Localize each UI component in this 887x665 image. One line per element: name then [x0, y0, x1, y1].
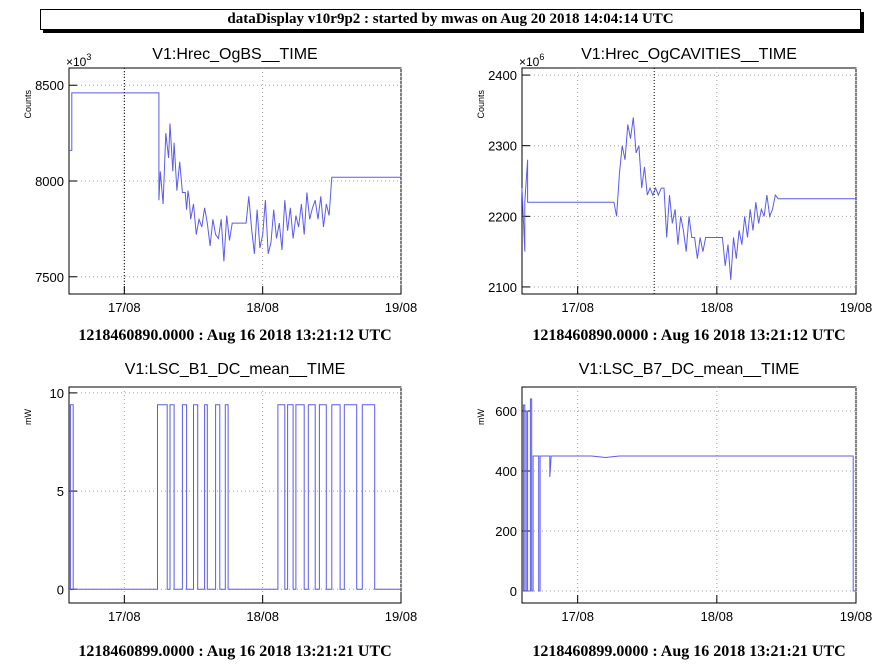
x-tick-label: 19/08	[385, 300, 418, 315]
window-title: dataDisplay v10r9p2 : started by mwas on…	[227, 11, 674, 27]
x-tick-label: 18/08	[246, 609, 279, 624]
x-tick-label: 17/08	[108, 609, 141, 624]
chart-title: V1:LSC_B1_DC_mean__TIME	[125, 361, 346, 378]
series-line	[522, 398, 856, 592]
plot-frame	[68, 386, 402, 604]
x-tick-label: 19/08	[840, 300, 873, 315]
x-tick-label: 18/08	[701, 300, 734, 315]
chart-footer-timestamp: 1218460899.0000 : Aug 16 2018 13:21:21 U…	[532, 643, 845, 660]
y-tick-label: 2400	[488, 68, 517, 83]
plot-frame	[521, 67, 857, 295]
chart-footer-timestamp: 1218460890.0000 : Aug 16 2018 13:21:12 U…	[532, 327, 845, 344]
y-tick-label: 400	[495, 464, 517, 479]
y-tick-label: 0	[510, 584, 517, 599]
series-line	[69, 404, 401, 590]
y-axis-label: mW	[23, 409, 33, 425]
chart-panel-3: V1:LSC_B1_DC_mean__TIME 0 5 10 17/08 18/08 19/…	[23, 361, 417, 660]
y-tick-label: 2300	[488, 139, 517, 154]
x-tick-label: 18/08	[701, 609, 734, 624]
y-exponent-label: ×103	[66, 52, 91, 69]
chart-title: V1:LSC_B7_DC_mean__TIME	[579, 361, 800, 378]
y-axis-label: Counts	[476, 90, 486, 119]
y-axis-label: mW	[476, 409, 486, 425]
y-tick-label: 2100	[488, 280, 517, 295]
chart-title: V1:Hrec_OgCAVITIES__TIME	[581, 46, 797, 63]
y-tick-label: 5	[57, 484, 64, 499]
series-line	[69, 92, 401, 262]
chart-panel-2: V1:Hrec_OgCAVITIES__TIME 2100 2200 2300 2400…	[476, 46, 872, 344]
x-tick-label: 19/08	[840, 609, 873, 624]
chart-footer-timestamp: 1218460899.0000 : Aug 16 2018 13:21:21 U…	[78, 643, 391, 660]
x-tick-label: 17/08	[108, 300, 141, 315]
plot-frame	[68, 67, 402, 295]
y-tick-label: 2200	[488, 209, 517, 224]
plot-frame	[521, 386, 857, 604]
y-tick-label: 0	[57, 582, 64, 597]
y-exponent-label: ×106	[519, 52, 544, 69]
y-tick-label: 8500	[35, 78, 64, 93]
chart-panel-1: V1:Hrec_OgBS__TIME 7500 8000 8500 17/08 18/08…	[23, 46, 417, 344]
x-tick-label: 17/08	[561, 609, 594, 624]
window-title-banner: dataDisplay v10r9p2 : started by mwas on…	[40, 9, 861, 30]
x-tick-label: 18/08	[246, 300, 279, 315]
x-tick-label: 17/08	[561, 300, 594, 315]
series-line	[521, 117, 856, 280]
y-tick-label: 10	[50, 386, 64, 401]
y-tick-label: 600	[495, 404, 517, 419]
chart-panel-4: V1:LSC_B7_DC_mean__TIME 0 200 400 600 17/08 18…	[476, 361, 872, 660]
y-tick-label: 7500	[35, 270, 64, 285]
chart-title: V1:Hrec_OgBS__TIME	[152, 46, 317, 63]
chart-footer-timestamp: 1218460890.0000 : Aug 16 2018 13:21:12 U…	[78, 327, 391, 344]
x-tick-label: 19/08	[385, 609, 418, 624]
y-tick-label: 8000	[35, 174, 64, 189]
y-tick-label: 200	[495, 524, 517, 539]
y-axis-label: Counts	[23, 90, 33, 119]
